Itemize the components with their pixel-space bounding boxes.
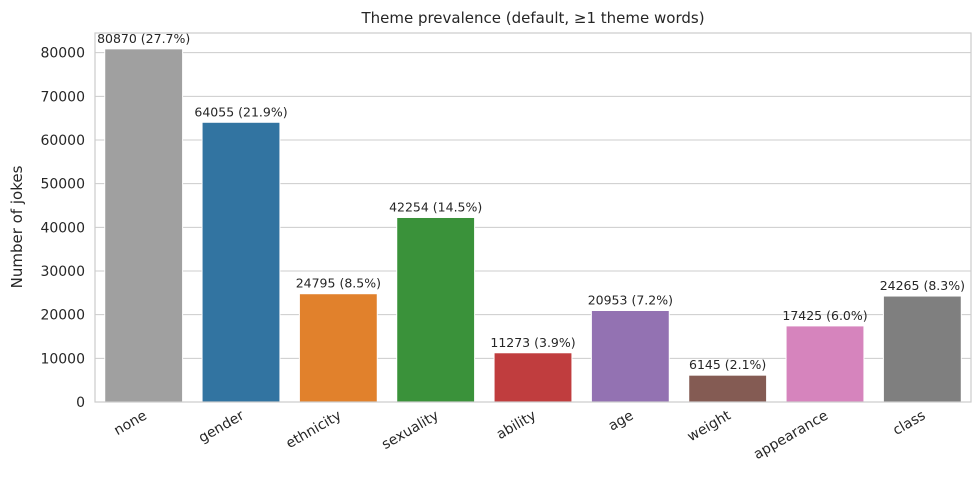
bar-weight (688, 374, 768, 403)
data-label-gender: 64055 (21.9%) (194, 104, 287, 119)
data-label-weight: 6145 (2.1%) (689, 357, 766, 372)
x-tick-label-none: none (111, 408, 149, 439)
y-axis-label: Number of jokes (8, 165, 26, 288)
x-tick-label-gender: gender (196, 407, 247, 446)
bar-sexuality (396, 216, 476, 403)
y-tick-label: 30000 (40, 264, 85, 280)
x-tick-label-appearance: appearance (751, 408, 831, 463)
y-axis-ticks: 0 10000 20000 30000 40000 50000 60000 70000 8000… (40, 46, 85, 411)
x-tick-label-age: age (606, 408, 637, 435)
y-tick-label: 20000 (40, 308, 85, 324)
data-labels: 80870 (27.7%) 64055 (21.9%) 24795 (8.5%) 42… (97, 31, 965, 372)
bars (104, 48, 962, 403)
y-tick-label: 60000 (40, 133, 85, 149)
x-tick-label-ability: ability (494, 408, 539, 443)
x-tick-label-weight: weight (685, 407, 734, 445)
bar-appearance (785, 325, 865, 403)
data-label-age: 20953 (7.2%) (588, 293, 673, 308)
data-label-class: 24265 (8.3%) (880, 278, 965, 293)
bar-ability (493, 352, 573, 403)
y-tick-label: 10000 (40, 351, 85, 367)
plot-frame (94, 32, 972, 403)
y-tick-label: 50000 (40, 177, 85, 193)
y-tick-label: 0 (76, 395, 85, 411)
x-tick-label-sexuality: sexuality (379, 408, 442, 453)
y-tick-label: 80000 (40, 46, 85, 62)
data-label-sexuality: 42254 (14.5%) (389, 199, 482, 214)
data-label-ability: 11273 (3.9%) (490, 335, 575, 350)
bar-class (882, 295, 962, 403)
bar-gender (201, 121, 281, 403)
data-label-ethnicity: 24795 (8.5%) (296, 276, 381, 291)
x-axis-ticks: none gender ethnicity sexuality ability age we… (111, 407, 928, 463)
data-label-appearance: 17425 (6.0%) (782, 308, 867, 323)
chart-title: Theme prevalence (default, ≥1 theme word… (360, 9, 704, 27)
x-tick-label-class: class (890, 408, 928, 439)
y-tick-label: 40000 (40, 220, 85, 236)
y-tick-label: 70000 (40, 89, 85, 105)
x-tick-label-ethnicity: ethnicity (283, 408, 344, 452)
data-label-none: 80870 (27.7%) (97, 31, 190, 46)
bar-age (590, 310, 670, 403)
bar-ethnicity (298, 293, 378, 403)
bar-none (104, 48, 184, 403)
